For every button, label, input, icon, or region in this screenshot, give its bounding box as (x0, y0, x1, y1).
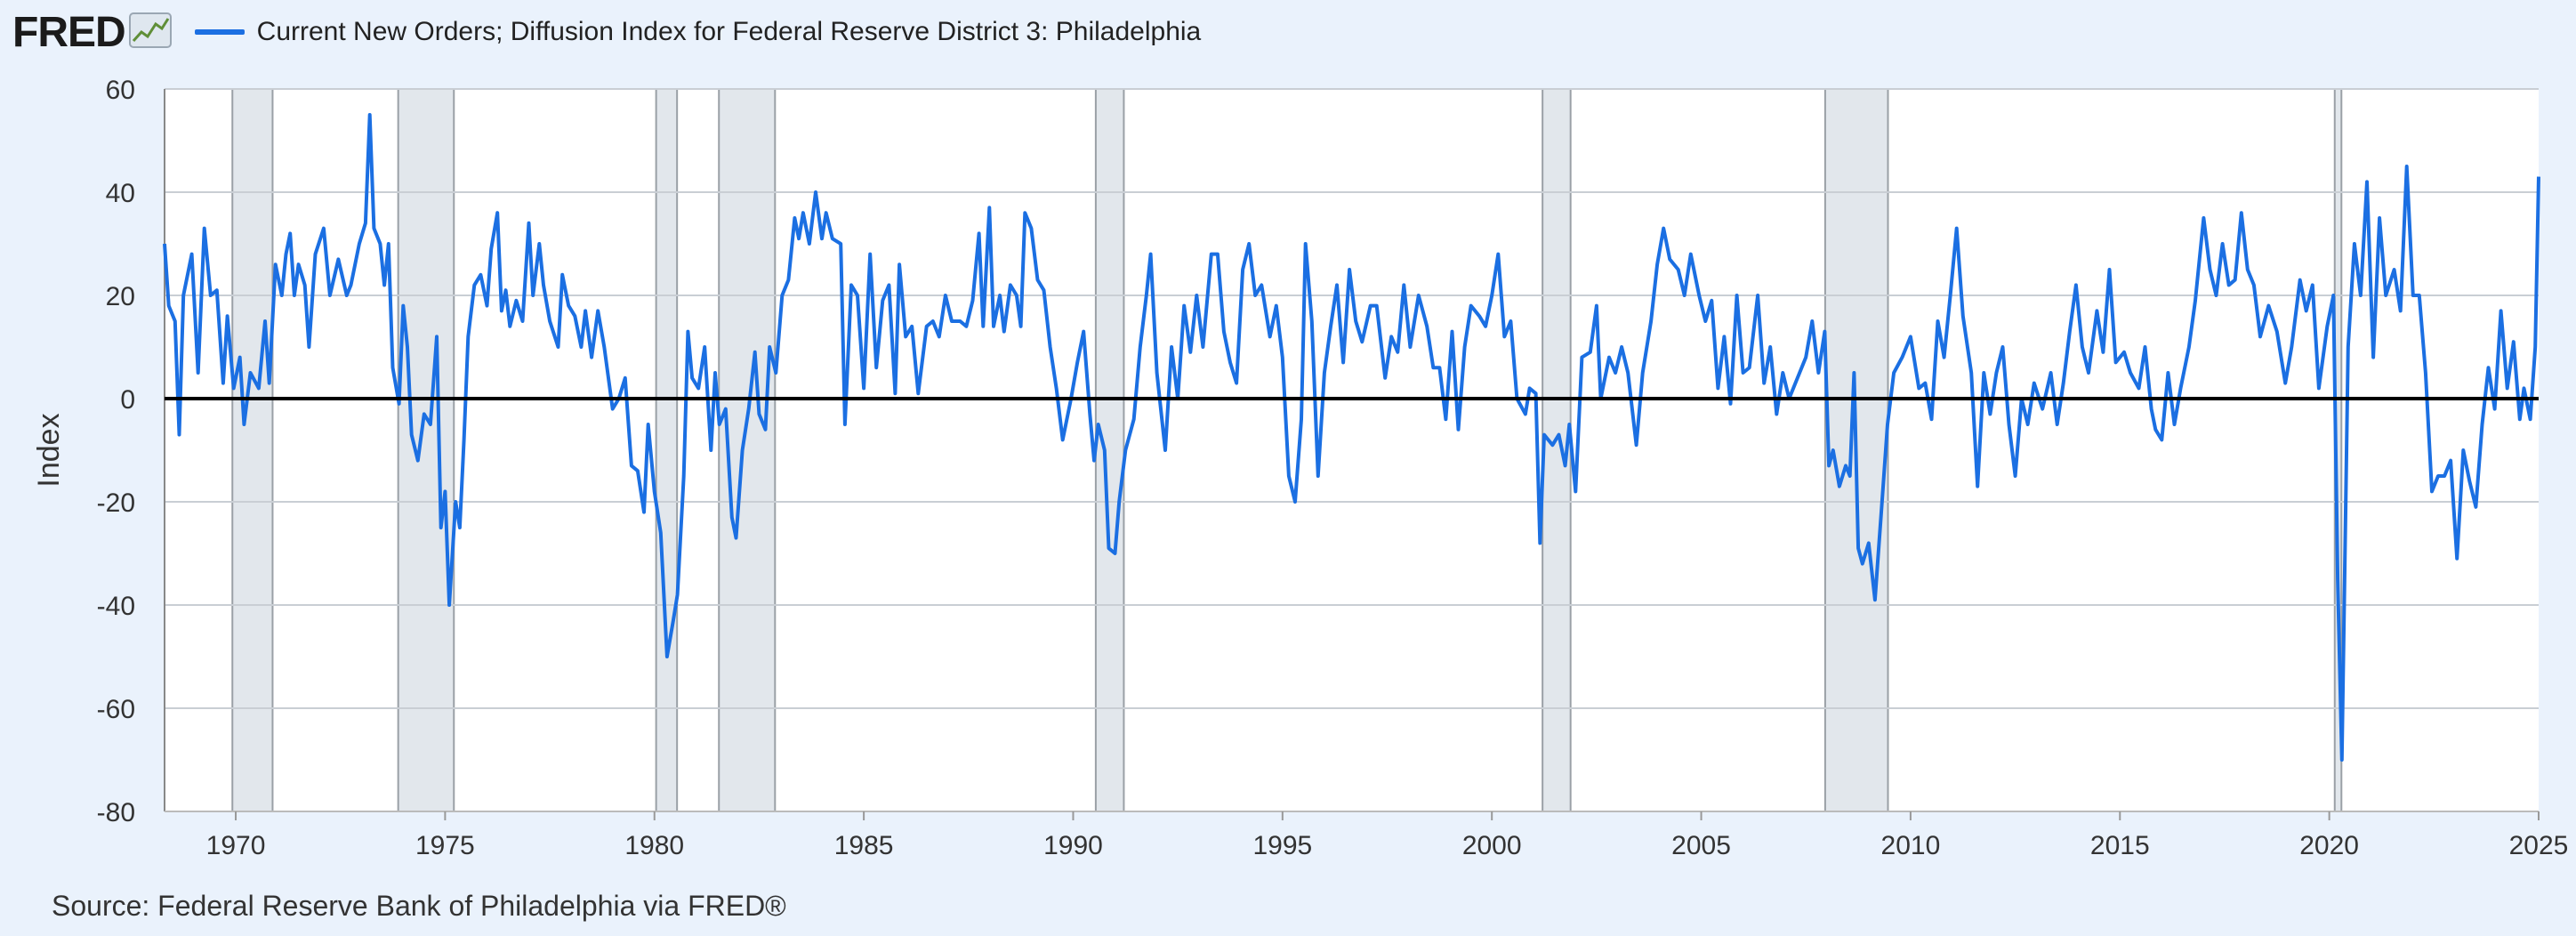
x-tick-label: 2005 (1671, 831, 1731, 860)
x-tick-label: 1995 (1252, 831, 1312, 860)
fred-logo[interactable]: FRED (12, 8, 126, 56)
y-tick-label: -40 (97, 592, 135, 621)
x-tick-label: 2010 (1881, 831, 1941, 860)
x-tick-label: 2000 (1462, 831, 1522, 860)
y-tick-label: 0 (120, 385, 135, 415)
x-tick-label: 2025 (2509, 831, 2569, 860)
recession-band (398, 89, 455, 811)
recession-band (2334, 89, 2342, 811)
series-line (163, 113, 2540, 762)
recession-band (232, 89, 273, 811)
y-tick-label: 20 (106, 282, 135, 311)
x-tick-label: 1985 (834, 831, 894, 860)
chart-header: FRED Current New Orders; Diffusion Index… (12, 8, 1202, 56)
y-tick-label: 60 (106, 76, 135, 105)
y-axis-title: Index (32, 413, 66, 487)
y-tick-label: -20 (97, 488, 135, 518)
line-chart-icon (128, 12, 172, 52)
source-note: Source: Federal Reserve Bank of Philadel… (52, 890, 786, 922)
plot-area (165, 89, 2539, 811)
recession-band (1095, 89, 1124, 811)
x-tick-label: 1970 (206, 831, 266, 860)
x-tick-label: 1990 (1043, 831, 1103, 860)
x-tick-label: 1980 (624, 831, 684, 860)
x-tick-label: 2020 (2299, 831, 2359, 860)
recession-band (656, 89, 678, 811)
y-tick-label: 40 (106, 179, 135, 208)
y-tick-label: -80 (97, 798, 135, 827)
legend-swatch (194, 29, 245, 35)
x-tick-label: 1975 (415, 831, 475, 860)
y-tick-label: -60 (97, 695, 135, 724)
x-tick-label: 2015 (2090, 831, 2150, 860)
legend-label: Current New Orders; Diffusion Index for … (256, 17, 1202, 46)
